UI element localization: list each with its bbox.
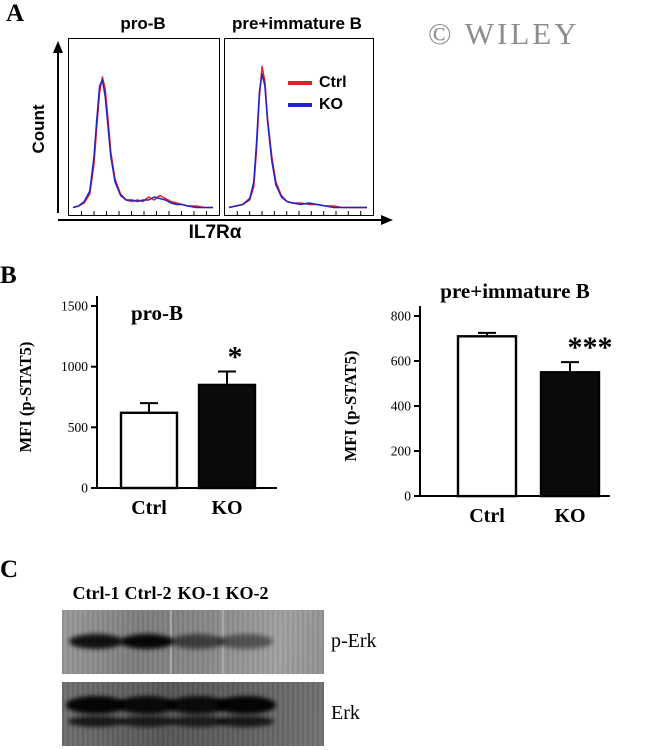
blot-band (68, 716, 124, 727)
y-tick-label: 200 (391, 444, 412, 459)
lane-label-ctrl-1: Ctrl-1 (72, 583, 120, 603)
panel-c-label: C (0, 556, 19, 583)
y-tick-label: 800 (391, 309, 412, 324)
bar-ctrl (456, 335, 518, 498)
y-tick-label: 600 (391, 354, 412, 369)
blot-band (168, 696, 228, 714)
bar-chart-pre-immature-b: pre+immature B MFI (p-STAT5) 0 200 400 600 800… (341, 279, 613, 527)
legend-label-ko: KO (319, 96, 343, 113)
y-tick-label: 0 (404, 489, 411, 504)
blot-band (218, 716, 274, 727)
legend-row-ko: KO (288, 94, 347, 116)
flow-y-axis-label: Count (29, 104, 48, 154)
bar-ko (539, 371, 601, 498)
legend-label-ctrl: Ctrl (319, 74, 347, 91)
blot-band (170, 716, 226, 727)
category-label: Ctrl (469, 505, 505, 527)
lane-label-ctrl-2: Ctrl-2 (124, 583, 172, 603)
flow-title-pro-b: pro-B (120, 14, 166, 33)
y-tick-label: 1500 (61, 299, 88, 314)
flow-title-pre-immature-b: pre+immature B (232, 14, 362, 33)
blot-band (117, 696, 177, 714)
y-tick-label: 400 (391, 399, 412, 414)
p-erk-blot (62, 610, 324, 674)
blot-band (216, 696, 276, 714)
flow-axes-arrows (53, 41, 393, 225)
bar-ko (197, 383, 257, 490)
flow-histogram-pro-b (68, 38, 220, 216)
bar-ctrl (119, 411, 179, 490)
bar-chart-pro-b: pro-B MFI (p-STAT5) 0 500 1000 1500 Ctrl KO * (16, 296, 277, 519)
count-axis-arrowhead (53, 41, 63, 53)
chart-title: pro-B (131, 301, 183, 325)
y-axis-label: MFI (p-STAT5) (341, 351, 360, 462)
flow-histogram-pre-immature-b (224, 38, 374, 216)
y-tick-label: 500 (68, 420, 89, 435)
p-erk-label: p-Erk (331, 630, 377, 652)
flow-curve-ko (72, 79, 213, 209)
y-axis-label: MFI (p-STAT5) (16, 342, 35, 453)
flow-curve-ko (228, 73, 367, 209)
il7ra-axis-arrowhead (381, 215, 393, 225)
wiley-watermark: © WILEY (428, 16, 580, 51)
panel-a-label: A (6, 0, 25, 27)
blot-band (171, 634, 225, 649)
erk-label: Erk (331, 702, 360, 724)
blot-band (69, 634, 123, 649)
y-tick-label: 0 (81, 481, 88, 496)
category-label: Ctrl (131, 497, 167, 519)
ctrl-line-swatch (288, 81, 312, 85)
erk-blot (62, 682, 324, 746)
y-tick-label: 1000 (61, 359, 88, 374)
lane-label-ko-1: KO-1 (177, 583, 221, 603)
flow-x-axis-label: IL7Rα (188, 222, 242, 243)
flow-legend: Ctrl KO (288, 72, 347, 116)
significance-stars: *** (568, 331, 613, 364)
blot-band (120, 634, 174, 649)
legend-row-ctrl: Ctrl (288, 72, 347, 94)
lane-label-ko-2: KO-2 (225, 583, 269, 603)
category-label: KO (554, 505, 585, 527)
panel-b-label: B (0, 262, 17, 289)
chart-title: pre+immature B (440, 279, 589, 303)
category-label: KO (211, 497, 242, 519)
blot-band (66, 696, 126, 714)
ko-line-swatch (288, 103, 312, 107)
blot-band (119, 716, 175, 727)
significance-stars: * (228, 341, 243, 374)
blot-band (219, 634, 273, 649)
flow-curve-ctrl (72, 76, 213, 209)
